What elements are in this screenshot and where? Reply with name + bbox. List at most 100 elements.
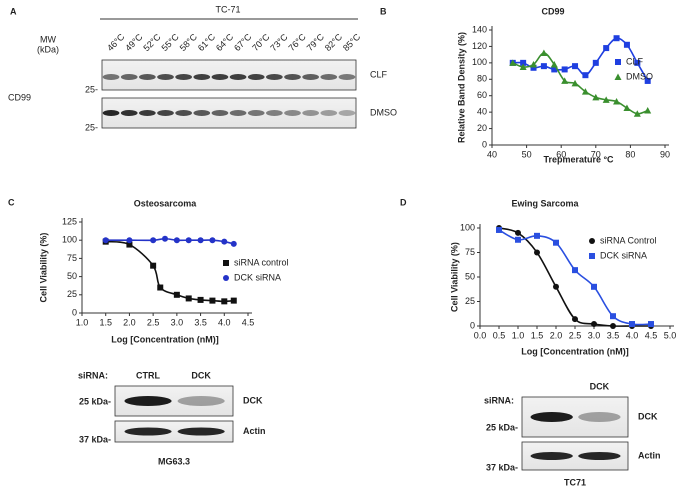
panel-letter: D <box>400 197 407 207</box>
x-tick-label: 3.0 <box>171 317 184 327</box>
y-tick-label: 80 <box>477 74 487 84</box>
marker <box>530 61 538 68</box>
marker <box>610 323 616 329</box>
band <box>175 74 192 80</box>
marker <box>572 316 578 323</box>
marker <box>209 237 216 244</box>
x-tick-label: 1.5 <box>99 317 112 327</box>
marker <box>613 97 621 105</box>
lane-label: DCK <box>590 381 610 391</box>
marker <box>530 64 537 71</box>
marker <box>173 237 180 244</box>
marker <box>582 72 589 79</box>
x-tick-label: 2.0 <box>123 317 136 327</box>
fit-line <box>105 237 234 245</box>
marker <box>126 237 133 244</box>
marker <box>551 66 558 73</box>
y-tick-label: 75 <box>465 247 475 257</box>
band <box>302 74 319 80</box>
lane-label: 76°C <box>287 31 309 53</box>
marker <box>540 63 547 70</box>
band <box>338 110 356 116</box>
y-tick-label: 40 <box>477 107 487 117</box>
marker <box>496 226 502 233</box>
marker <box>603 45 610 52</box>
x-axis-label: Trepmerature °C <box>543 154 614 164</box>
marker <box>173 291 180 298</box>
band <box>302 110 319 116</box>
marker <box>223 275 229 281</box>
legend-label: DMSO <box>626 71 653 81</box>
x-tick-label: 40 <box>487 149 497 159</box>
y-tick-label: 125 <box>62 216 77 226</box>
x-tick-label: 2.5 <box>147 317 160 327</box>
marker <box>561 66 568 73</box>
marker <box>571 79 579 87</box>
lane-label: 73°C <box>268 31 290 53</box>
panel-letter: B <box>380 6 387 16</box>
x-tick-label: 80 <box>625 149 635 159</box>
band <box>102 74 120 80</box>
y-tick-label: 60 <box>477 90 487 100</box>
marker <box>644 107 652 114</box>
band <box>578 452 621 460</box>
marker <box>589 238 595 244</box>
x-tick-label: 0.0 <box>474 330 487 340</box>
lane-label: 67°C <box>232 31 254 53</box>
lane-label: 61°C <box>196 31 218 53</box>
marker <box>515 229 521 236</box>
x-tick-label: 90 <box>660 149 670 159</box>
y-tick-label: 140 <box>472 24 487 34</box>
lane-label: CTRL <box>136 370 160 380</box>
marker <box>591 283 597 290</box>
band <box>175 110 192 116</box>
lane-label: 55°C <box>160 31 182 53</box>
band <box>139 110 156 116</box>
x-tick-label: 4.5 <box>242 317 255 327</box>
lane-label: 79°C <box>305 31 327 53</box>
marker <box>150 237 157 244</box>
marker <box>509 59 517 66</box>
row-label: Actin <box>243 426 266 436</box>
y-tick-label: 0 <box>482 139 487 149</box>
x-tick-label: 4.0 <box>218 317 231 327</box>
row-label: Actin <box>638 450 661 460</box>
marker <box>634 59 641 66</box>
marker <box>644 77 651 84</box>
x-tick-label: 60 <box>556 149 566 159</box>
y-tick-label: 50 <box>67 271 77 281</box>
lane-label: 46°C <box>105 31 127 53</box>
marker <box>209 297 216 304</box>
band <box>193 74 211 80</box>
row-label: DMSO <box>370 107 397 117</box>
x-tick-label: 50 <box>522 149 532 159</box>
marker <box>610 313 616 320</box>
x-tick-label: 1.5 <box>531 330 544 340</box>
y-tick-label: 25 <box>67 289 77 299</box>
mw-marker: 37 kDa- <box>486 462 518 472</box>
chart-title: CD99 <box>541 6 564 16</box>
band <box>177 427 225 436</box>
x-tick-label: 1.0 <box>76 317 89 327</box>
y-tick-label: 120 <box>472 41 487 51</box>
y-axis-label: Cell Viability (%) <box>38 233 48 303</box>
x-tick-label: 4.5 <box>645 330 658 340</box>
blot-header: siRNA: <box>484 395 514 405</box>
mw-marker: 37 kDa- <box>79 434 111 444</box>
x-axis-label: Log [Concentration (nM)] <box>111 334 218 344</box>
marker <box>592 59 599 66</box>
marker <box>221 238 228 245</box>
y-tick-label: 100 <box>472 57 487 67</box>
marker <box>519 63 527 70</box>
chart-title: Ewing Sarcoma <box>511 198 579 208</box>
mw-marker: 25 kDa- <box>79 396 111 406</box>
marker <box>150 262 157 269</box>
y-tick-label: 100 <box>62 235 77 245</box>
marker <box>572 267 578 274</box>
cell-line: TC71 <box>564 477 586 487</box>
marker <box>629 321 635 328</box>
y-tick-label: 20 <box>477 123 487 133</box>
marker <box>602 96 610 103</box>
lane-label: 49°C <box>123 31 145 53</box>
